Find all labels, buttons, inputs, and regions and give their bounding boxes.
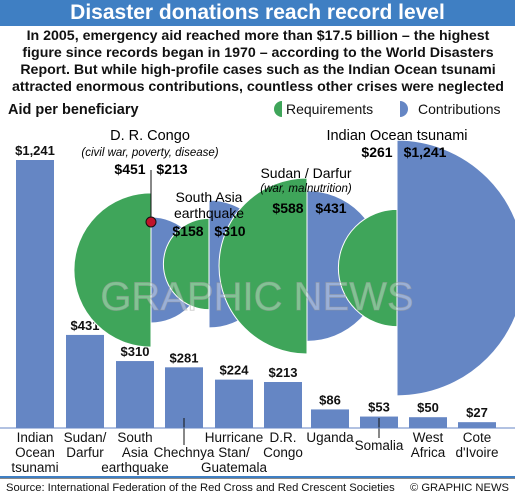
bar-1 [66,334,104,428]
category-label: Somalia [355,438,404,453]
requirements-swatch-icon [274,101,282,117]
legend-requirements-label: Requirements [286,101,374,117]
pie-con-label: $1,241 [404,144,447,160]
requirements-half-0 [73,192,152,348]
category-label: Asia [122,445,149,460]
category-label: West [413,430,444,445]
category-label: d'Ivoire [455,445,498,460]
category-label: Sudan/ [64,430,107,445]
pie-title-sudan: Sudan / Darfur [260,165,351,181]
category-label: Hurricane [205,430,264,445]
bar-0 [16,160,54,428]
bar-value-label: $213 [269,365,298,380]
intro-text: In 2005, emergency aid reached more than… [12,28,504,95]
bar-value-label: $53 [368,400,390,415]
legend-requirements: Requirements [268,100,373,118]
page-title: Disaster donations reach record level [0,0,515,26]
pie-note-sudan: (war, malnutrition) [260,183,352,195]
legend-contributions: Contributions [400,100,501,118]
requirements-half-2 [218,177,308,355]
category-label: tsunami [11,460,58,475]
bar-value-label: $310 [121,344,150,359]
contributions-swatch-icon [400,101,408,117]
pie-con-label: $431 [315,200,346,216]
bar-value-label: $431 [71,318,100,333]
divider [0,476,515,478]
pie-title-south-asia: South Asia [176,189,243,205]
pie-title-south-asia: earthquake [174,205,244,221]
credit-text: © GRAPHIC NEWS [410,482,509,494]
bar-6 [311,409,349,428]
bar-5 [264,382,302,428]
pie-con-label: $213 [156,161,187,177]
requirements-half-1 [163,217,210,311]
bar-value-label: $27 [466,405,488,420]
pie-con-label: $310 [214,223,245,239]
bar-9 [458,422,496,428]
contributions-half-3 [396,139,515,397]
pie-req-label: $158 [172,223,203,239]
pie-req-label: $261 [361,144,392,160]
category-label: South [117,430,152,445]
bar-4 [215,379,253,428]
bar-value-label: $224 [220,363,250,378]
category-label: Uganda [306,430,354,445]
footer: Source: International Federation of the … [0,478,515,499]
chart-subhead: Aid per beneficiary [8,102,139,118]
pie-req-label: $451 [114,161,145,177]
source-text: Source: International Federation of the … [6,482,395,494]
category-label: earthquake [101,460,169,475]
pie-note-congo: (civil war, poverty, disease) [81,147,218,159]
congo-marker-icon [145,216,157,228]
pie-req-label: $588 [272,200,303,216]
bar-value-label: $50 [417,400,439,415]
bar-value-label: $1,241 [15,143,55,158]
pie-title-congo: D. R. Congo [110,128,190,144]
category-label: Guatemala [201,460,268,475]
bar-8 [409,417,447,428]
bar-2 [116,361,154,428]
category-label: Ocean [15,445,55,460]
pie-title-tsunami: Indian Ocean tsunami [326,128,467,144]
bar-value-label: $281 [170,350,199,365]
category-label: Stan/ [218,445,250,460]
category-label: D.R. [270,430,297,445]
category-label: Africa [411,445,446,460]
category-label: Indian [17,430,54,445]
watermark-text: GRAPHIC NEWS [100,275,413,319]
legend-contributions-label: Contributions [418,101,501,117]
requirements-half-3 [338,208,398,328]
category-label: Darfur [66,445,104,460]
category-label: Congo [263,445,303,460]
bar-3 [165,367,203,428]
bar-value-label: $86 [319,392,341,407]
category-label: Chechnya [154,445,215,460]
category-label: Cote [463,430,492,445]
